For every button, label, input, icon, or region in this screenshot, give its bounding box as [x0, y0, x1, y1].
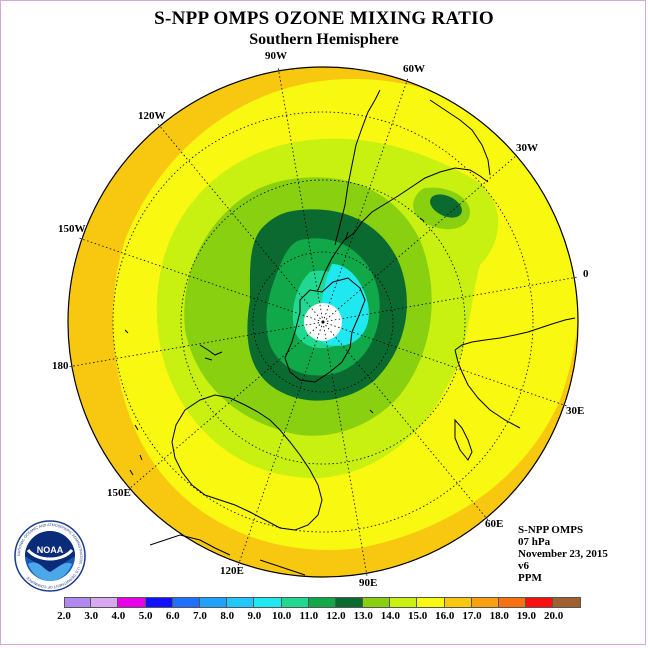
colorbar-tick-label: 9.0	[247, 610, 262, 622]
south-america-north	[429, 99, 491, 176]
lon-label-180: 180	[52, 360, 69, 372]
colorbar-tick-label: 20.0	[543, 610, 564, 622]
colorbar-swatch	[254, 597, 282, 608]
contour-12-island	[430, 194, 462, 218]
colorbar-tick-label: 5.0	[138, 610, 153, 622]
madagascar	[454, 418, 473, 461]
colorbar-tick-label: 13.0	[353, 610, 373, 622]
colorbar-swatch	[199, 597, 228, 608]
colorbar-tick-label: 18.0	[489, 610, 509, 622]
colorbar-swatch	[553, 597, 581, 608]
colorbar-tick-label: 7.0	[193, 610, 207, 622]
colorbar-swatch	[172, 597, 200, 608]
colorbar-tick-label: 17.0	[462, 610, 482, 622]
colorbar-swatch	[64, 597, 92, 608]
colorbar-tick-label: 12.0	[326, 610, 346, 622]
noaa-logo: NOAA NATIONAL OCEANIC AND ATMOSPHERIC AD…	[14, 520, 86, 592]
islands	[124, 217, 425, 476]
lon-label-60w: 60W	[403, 63, 425, 75]
units-label: PPM	[518, 572, 542, 584]
colorbar-tick-label: 16.0	[435, 610, 455, 622]
antarctic-peninsula	[317, 231, 349, 291]
new-zealand	[199, 344, 223, 361]
colorbar-tick-label: 15.0	[407, 610, 428, 622]
colorbar-tick-label: 10.0	[271, 610, 292, 622]
colorbar-swatch	[471, 597, 499, 608]
colorbar-swatch	[499, 597, 527, 608]
colorbar	[64, 597, 581, 608]
africa-coast	[454, 317, 576, 429]
colorbar-swatch	[91, 597, 119, 608]
colorbar-swatch	[390, 597, 418, 608]
colorbar-swatch	[526, 597, 554, 608]
coastlines	[124, 89, 576, 576]
graticule	[67, 66, 579, 577]
lon-label-30e: 30E	[566, 405, 585, 417]
south-pole-marker	[321, 320, 325, 324]
antarctica-coast	[284, 277, 366, 383]
pressure-level: 07 hPa	[518, 536, 551, 548]
instrument-label: S-NPP OMPS	[518, 524, 584, 536]
colorbar-tick-label: 3.0	[84, 610, 99, 622]
colorbar-swatch	[227, 597, 255, 608]
colorbar-tick-label: 2.0	[57, 610, 71, 622]
map-boundary	[67, 66, 579, 578]
noaa-logo-text: NOAA	[37, 545, 64, 555]
lon-label-90e: 90E	[359, 577, 378, 589]
colorbar-tick-label: 14.0	[380, 610, 401, 622]
colorbar-swatch	[145, 597, 173, 608]
colorbar-tick-label: 8.0	[220, 610, 235, 622]
asia-coast	[149, 534, 306, 576]
version-label: v6	[518, 560, 529, 572]
lon-label-150w: 150W	[58, 223, 86, 235]
lon-label-30w: 30W	[516, 142, 538, 154]
lon-label-60e: 60E	[485, 518, 504, 530]
colorbar-swatch	[308, 597, 336, 608]
colorbar-swatch	[335, 597, 364, 608]
colorbar-swatch	[444, 597, 472, 608]
map-title: S-NPP OMPS OZONE MIXING RATIO	[154, 8, 494, 29]
lon-label-150e: 150E	[107, 487, 131, 499]
colorbar-tick-label: 11.0	[299, 610, 319, 622]
south-america-coast	[334, 89, 489, 246]
colorbar-tick-label: 19.0	[516, 610, 537, 622]
colorbar-tick-label: 6.0	[165, 610, 180, 622]
data-date: November 23, 2015	[518, 548, 608, 560]
colorbar-swatch	[118, 597, 146, 608]
lon-label-120w: 120W	[138, 110, 166, 122]
colorbar-swatch	[363, 597, 391, 608]
colorbar-swatch	[281, 597, 309, 608]
info-block: S-NPP OMPS 07 hPa November 23, 2015 v6 P…	[518, 524, 608, 584]
lon-label-90w: 90W	[265, 50, 287, 62]
lon-label-120e: 120E	[220, 565, 244, 577]
lon-label-0: 0	[583, 268, 589, 280]
colorbar-swatch	[417, 597, 445, 608]
map-subtitle: Southern Hemisphere	[249, 31, 399, 48]
australia-coast	[171, 394, 323, 531]
colorbar-tick-label: 4.0	[111, 610, 126, 622]
